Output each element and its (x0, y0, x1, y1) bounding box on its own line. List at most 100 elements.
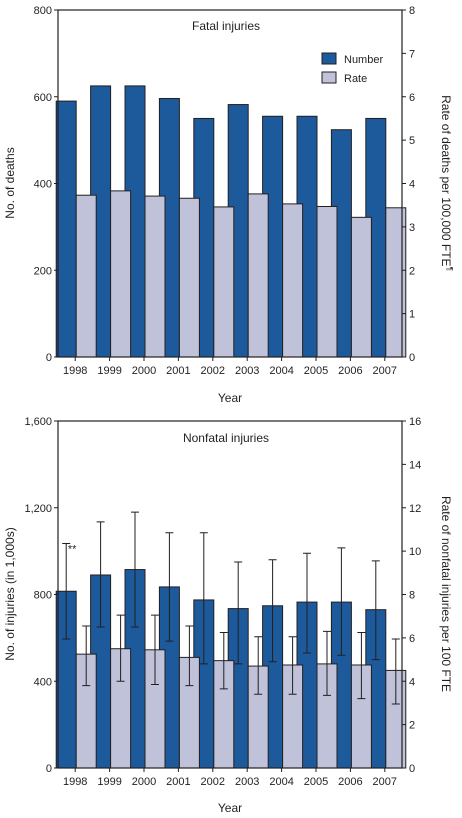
fatal-x-tick-2005: 2005 (304, 365, 328, 377)
nonfatal-x-tick-2006: 2006 (338, 776, 362, 788)
fatal-bar-number-1998 (55, 100, 77, 358)
nonfatal-x-tick-2007: 2007 (373, 776, 397, 788)
nonfatal-error-bar-number-2007 (371, 560, 380, 661)
fatal-y2-tick-4: 4 (409, 179, 415, 191)
fatal-right-axis-ticks: 0 1 2 3 4 5 6 7 8 (402, 5, 415, 364)
fatal-y2-axis-label: Rate of deaths per 100,000 FTE¶ (439, 95, 454, 271)
fatal-y-axis-label: No. of deaths (3, 147, 17, 218)
nonfatal-y-tick-1-200: 1,200 (24, 503, 52, 515)
nonfatal-y2-tick-0: 0 (409, 763, 415, 775)
nonfatal-x-axis-label: Year (218, 801, 242, 815)
fatal-y2-tick-5: 5 (409, 135, 415, 147)
nonfatal-y-tick-400: 400 (34, 676, 52, 688)
nonfatal-x-tick-2005: 2005 (304, 776, 328, 788)
fatal-x-tick-1998: 1998 (63, 365, 87, 377)
fatal-y-tick-0: 0 (46, 352, 52, 364)
fatal-bar-rate-2005 (316, 205, 338, 358)
fatal-x-axis-label: Year (218, 391, 242, 405)
fatal-bar-rate-1998 (75, 194, 97, 358)
nonfatal-left-axis-ticks: 0 400 800 1,200 1,600 (24, 416, 58, 775)
fatal-x-tick-2001: 2001 (166, 365, 190, 377)
nonfatal-y2-tick-4: 4 (409, 676, 415, 688)
nonfatal-error-bar-number-2001 (165, 532, 174, 642)
nonfatal-y2-tick-2: 2 (409, 720, 415, 732)
fatal-bar-rate-2007 (385, 207, 407, 358)
fatal-chart-title: Fatal injuries (192, 19, 260, 33)
nonfatal-injuries-chart: 0 400 800 1,200 1,600 0 2 4 6 8 10 12 14 16 1998 1999… (3, 416, 453, 815)
nonfatal-x-tick-2002: 2002 (201, 776, 225, 788)
nonfatal-x-tick-1998: 1998 (63, 776, 87, 788)
fatal-bar-rate-2004 (282, 203, 304, 358)
legend-label-rate: Rate (344, 73, 367, 85)
nonfatal-y-tick-0: 0 (46, 763, 52, 775)
nonfatal-error-bar-rate-1998 (82, 625, 91, 687)
nonfatal-x-tick-1999: 1999 (97, 776, 121, 788)
nonfatal-error-bar-number-2005 (303, 552, 311, 654)
nonfatal-error-bar-rate-2003 (254, 636, 263, 695)
nonfatal-x-axis-ticks: 1998 1999 2000 2001 2002 2003 2004 2005 2006 2007 (63, 768, 397, 788)
nonfatal-error-bar-rate-2001 (185, 625, 194, 687)
fatal-x-tick-2004: 2004 (269, 365, 293, 377)
fatal-x-tick-2000: 2000 (132, 365, 156, 377)
nonfatal-error-bar-rate-2007 (391, 638, 400, 705)
fatal-bar-rate-2000 (144, 195, 166, 358)
fatal-y2-tick-7: 7 (409, 48, 415, 60)
fatal-bar-rate-2006 (350, 216, 372, 358)
fatal-x-tick-1999: 1999 (97, 365, 121, 377)
nonfatal-error-bar-rate-1999 (116, 614, 125, 682)
legend-swatch-number (321, 52, 337, 65)
nonfatal-y2-axis-label: Rate of nonfatal injuries per 100 FTE (439, 496, 453, 692)
nonfatal-y2-tick-10: 10 (409, 546, 421, 558)
fatal-bar-rate-2001 (178, 197, 200, 358)
fatal-y2-tick-6: 6 (409, 92, 415, 104)
fatal-y2-tick-3: 3 (409, 222, 415, 234)
nonfatal-right-axis-ticks: 0 2 4 6 8 10 12 14 16 (402, 416, 421, 775)
fatal-left-axis-ticks: 0 200 400 600 800 (34, 5, 58, 364)
nonfatal-error-bar-rate-2002 (219, 631, 228, 690)
fatal-x-tick-2002: 2002 (201, 365, 225, 377)
nonfatal-error-bar-number-1999 (96, 521, 105, 628)
nonfatal-x-tick-2004: 2004 (269, 776, 293, 788)
fatal-y2-tick-2: 2 (409, 265, 415, 277)
nonfatal-y-axis-label: No. of injuries (in 1,000s) (3, 527, 17, 660)
fatal-y2-axis-label-text: Rate of deaths per 100,000 FTE (439, 95, 453, 266)
fatal-y2-axis-label-marker: ¶ (445, 267, 454, 271)
nonfatal-x-tick-2000: 2000 (132, 776, 156, 788)
nonfatal-x-tick-2001: 2001 (166, 776, 190, 788)
nonfatal-error-bar-number-2006 (337, 547, 346, 656)
nonfatal-error-bar-rate-2006 (357, 631, 366, 700)
nonfatal-y2-tick-14: 14 (409, 459, 421, 471)
nonfatal-y2-tick-8: 8 (409, 590, 415, 602)
fatal-x-tick-2006: 2006 (338, 365, 362, 377)
legend-label-number: Number (344, 54, 383, 66)
fatal-x-tick-2003: 2003 (235, 365, 259, 377)
fatal-legend: Number Rate (321, 52, 383, 85)
nonfatal-y2-tick-12: 12 (409, 503, 421, 515)
nonfatal-y-tick-1-600: 1,600 (24, 416, 52, 428)
nonfatal-x-tick-2003: 2003 (235, 776, 259, 788)
nonfatal-error-bar-number-2004 (268, 559, 277, 663)
fatal-y2-tick-1: 1 (409, 309, 415, 321)
fatal-y2-tick-8: 8 (409, 5, 415, 17)
fatal-y-tick-600: 600 (34, 92, 52, 104)
fatal-bar-rate-1999 (110, 190, 132, 358)
fatal-y-tick-400: 400 (34, 179, 52, 191)
nonfatal-y-tick-800: 800 (34, 590, 52, 602)
fatal-y2-tick-0: 0 (409, 352, 415, 364)
nonfatal-y2-tick-6: 6 (409, 633, 415, 645)
legend-swatch-rate (321, 71, 337, 84)
fatal-x-tick-2007: 2007 (373, 365, 397, 377)
fatal-bar-rate-2002 (213, 206, 235, 358)
fatal-x-axis-ticks: 1998 1999 2000 2001 2002 2003 2004 2005 2006 2007 (63, 357, 397, 377)
nonfatal-error-bar-number-2002 (199, 532, 208, 665)
nonfatal-chart-title: Nonfatal injuries (183, 431, 269, 445)
nonfatal-error-bar-rate-2000 (151, 614, 159, 686)
nonfatal-error-bar-number-2000 (131, 511, 139, 628)
nonfatal-error-bar-rate-2004 (288, 636, 297, 695)
nonfatal-y2-tick-16: 16 (409, 416, 421, 428)
nonfatal-rate-bars (75, 648, 407, 769)
fatal-y-tick-200: 200 (34, 265, 52, 277)
nonfatal-error-bar-number-1998 (62, 543, 71, 640)
nonfatal-error-bars (62, 511, 400, 705)
